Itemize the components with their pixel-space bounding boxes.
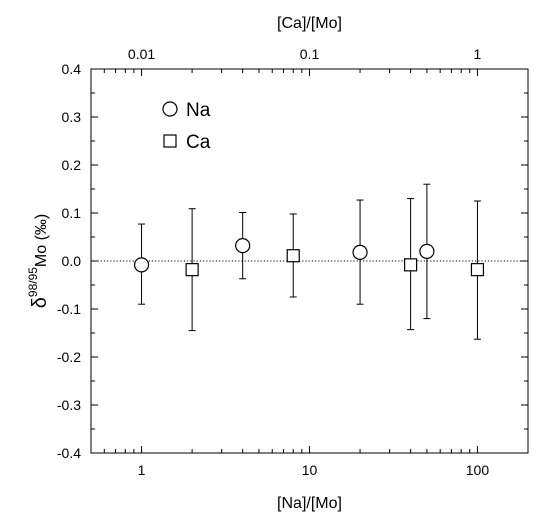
legend-label: Na xyxy=(186,100,211,121)
axis-labels-layer: [Na]/[Mo] [Ca]/[Mo] δ98/95Mo (‰) xyxy=(26,15,342,512)
y-tick-label: -0.4 xyxy=(57,445,81,461)
x-bottom-tick-label: 10 xyxy=(302,462,318,478)
ca-data-point xyxy=(286,213,300,298)
legend-circle-marker xyxy=(162,101,178,117)
circle-marker xyxy=(235,238,251,254)
circle-marker xyxy=(133,257,150,273)
ca-data-point xyxy=(470,200,485,340)
x-bottom-tick-label: 100 xyxy=(466,462,490,478)
x-bottom-axis-title: [Na]/[Mo] xyxy=(277,495,342,512)
legend-item-na: Na xyxy=(162,100,211,121)
y-tick-label: 0.3 xyxy=(62,109,82,125)
y-tick-label: -0.1 xyxy=(57,301,81,317)
y-tick-label: 0.4 xyxy=(62,61,82,77)
x-top-tick-label: 0.1 xyxy=(300,46,320,62)
square-marker xyxy=(185,263,199,277)
na-data-point xyxy=(419,183,435,320)
na-data-point xyxy=(133,223,150,305)
x-top-tick-label: 1 xyxy=(474,46,482,62)
legend: Na Ca xyxy=(162,100,211,153)
y-tick-label: 0.1 xyxy=(62,205,82,221)
y-tick-label: -0.3 xyxy=(57,397,81,413)
x-top-tick-label: 0.01 xyxy=(128,46,155,62)
y-tick-label: 0.2 xyxy=(62,157,82,173)
x-bottom-tick-label: 1 xyxy=(138,462,146,478)
square-marker xyxy=(404,258,418,272)
y-tick-label: -0.2 xyxy=(57,349,81,365)
y-axis-title: δ98/95Mo (‰) xyxy=(26,214,51,309)
ca-data-point xyxy=(185,208,199,332)
square-marker xyxy=(470,263,485,277)
data-marks-layer xyxy=(133,183,485,340)
axes-layer: -0.4 -0.3 -0.2 -0.1 0.0 0.1 0.2 0.3 0.4 1 10 100 0.0… xyxy=(57,46,529,478)
legend-item-ca: Ca xyxy=(163,132,211,153)
na-data-point xyxy=(235,212,251,280)
square-marker xyxy=(286,249,300,263)
circle-marker xyxy=(419,243,435,259)
circle-marker xyxy=(352,244,368,260)
legend-label: Ca xyxy=(186,132,211,153)
ca-data-point xyxy=(404,198,418,331)
x-top-axis-title: [Ca]/[Mo] xyxy=(277,15,342,32)
na-data-point xyxy=(352,199,368,305)
legend-square-marker xyxy=(163,134,177,148)
y-tick-label: 0.0 xyxy=(62,253,82,269)
